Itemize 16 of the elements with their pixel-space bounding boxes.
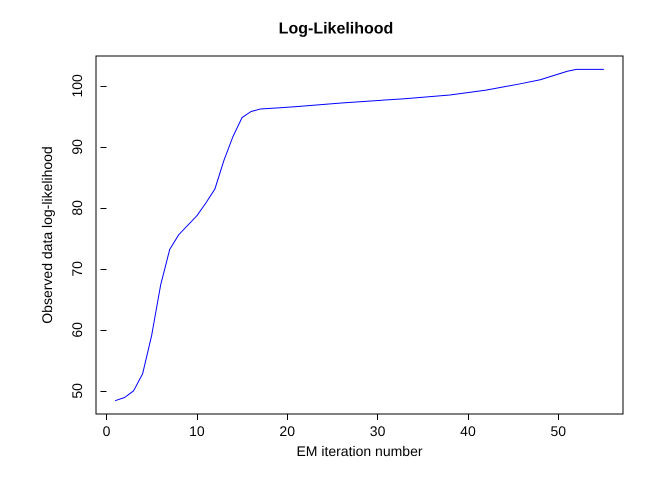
x-tick-label: 50	[550, 423, 566, 439]
x-tick-label: 20	[279, 423, 296, 439]
chart-title: Log-Likelihood	[278, 20, 394, 38]
x-axis-title: EM iteration number	[296, 443, 423, 459]
x-tick-label: 0	[102, 423, 111, 439]
x-tick-label: 40	[460, 423, 476, 439]
x-tick-label: 30	[370, 423, 386, 439]
y-tick-label: 100	[69, 74, 85, 98]
y-tick-label: 70	[69, 260, 85, 277]
y-tick-label: 80	[69, 200, 85, 216]
y-tick-label: 60	[69, 322, 85, 338]
y-tick-label: 90	[69, 138, 85, 155]
y-axis-title: Observed data log-likelihood	[39, 146, 55, 324]
y-tick-label: 50	[69, 382, 85, 399]
x-tick-label: 10	[189, 423, 205, 439]
line-series	[115, 68, 604, 402]
